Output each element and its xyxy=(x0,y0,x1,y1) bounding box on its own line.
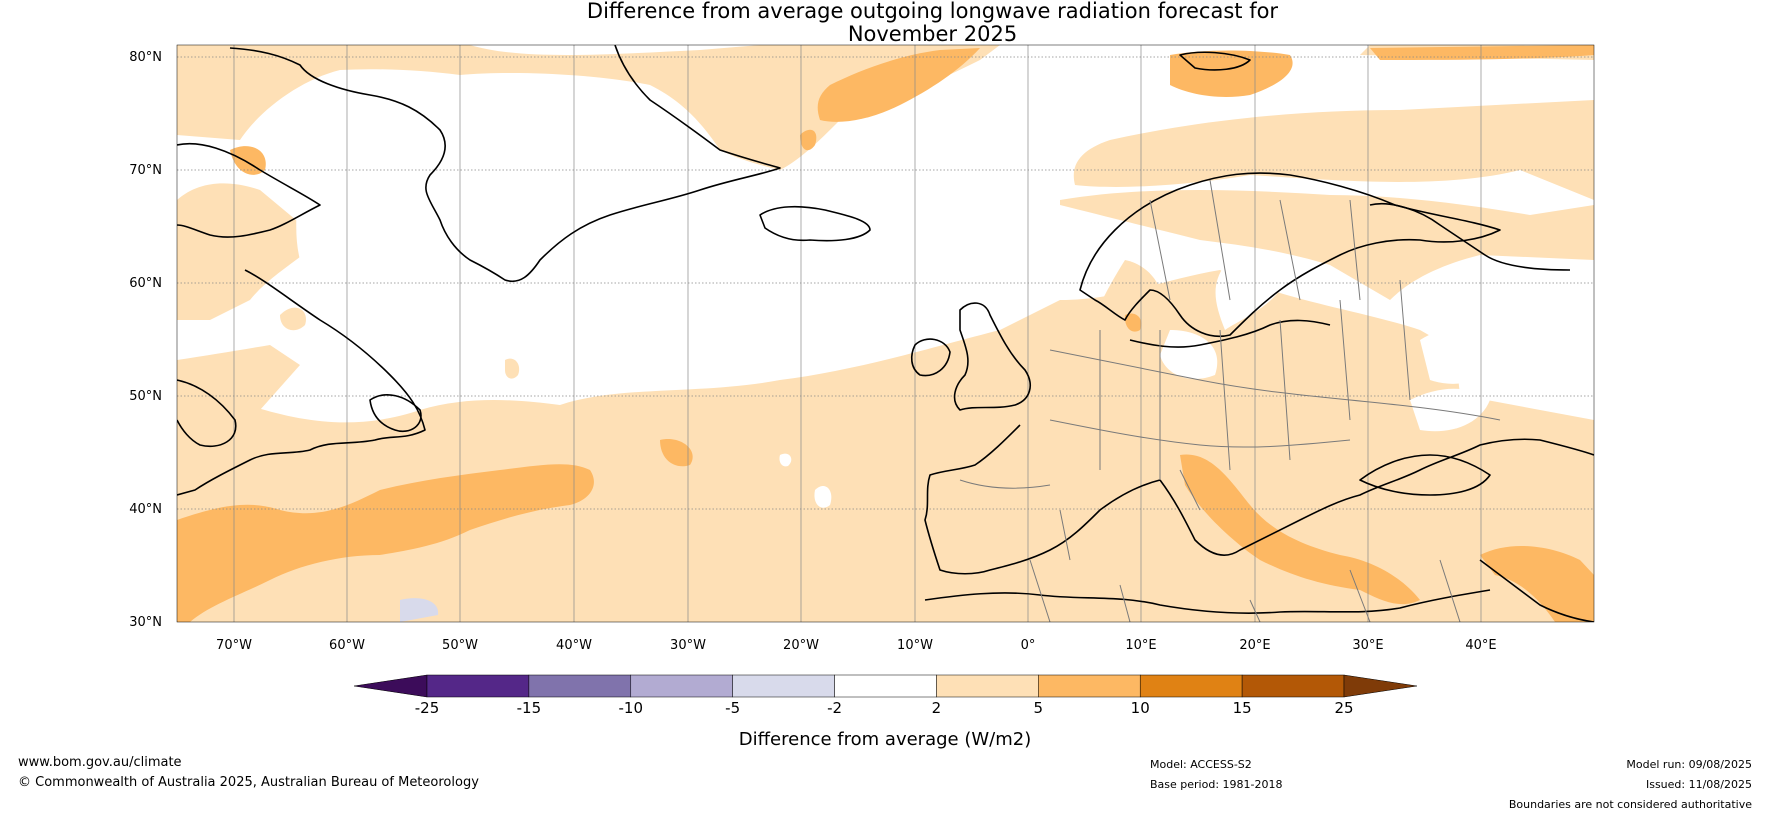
colorbar-tick-label: 10 xyxy=(1131,699,1150,717)
copyright-credit: © Commonwealth of Australia 2025, Austra… xyxy=(18,775,479,790)
black-sea-coast xyxy=(1359,454,1491,496)
latitude-labels: 80°N 70°N 60°N 50°N 40°N 30°N xyxy=(129,50,162,630)
lon-label-20w: 20°W xyxy=(783,638,819,653)
iceland-coast xyxy=(759,205,871,242)
mediterranean-south-coast xyxy=(924,589,1491,614)
colorbar-tick-label: -25 xyxy=(415,699,440,717)
colorbar-tick-label: 25 xyxy=(1334,699,1353,717)
hudson-coast xyxy=(177,379,237,447)
lat-label-40n: 40°N xyxy=(129,502,162,517)
map-frame xyxy=(176,44,1595,623)
lon-label-10w: 10°W xyxy=(897,638,933,653)
colorbar-bin xyxy=(426,674,530,698)
base-period: Base period: 1981-2018 xyxy=(1150,778,1283,791)
colorbar-tick-label: -2 xyxy=(827,699,842,717)
colorbar-bin xyxy=(1038,674,1141,698)
website-credit: www.bom.gov.au/climate xyxy=(18,755,182,770)
title-line-1: Difference from average outgoing longwav… xyxy=(586,0,1279,23)
meridians xyxy=(233,45,1482,622)
anomaly-fill-2-5 xyxy=(177,45,1594,622)
title-line-2: November 2025 xyxy=(847,22,1018,46)
lat-label-30n: 30°N xyxy=(129,615,162,630)
lon-label-50w: 50°W xyxy=(442,638,478,653)
lon-label-10e: 10°E xyxy=(1125,638,1156,653)
colorbar-tick-label: 5 xyxy=(1034,699,1044,717)
lat-label-50n: 50°N xyxy=(129,389,162,404)
model-run-date: Model run: 09/08/2025 xyxy=(1626,758,1752,771)
baffin-coast xyxy=(177,142,321,238)
lon-label-30e: 30°E xyxy=(1352,638,1383,653)
labrador-coast xyxy=(177,269,426,496)
lon-label-60w: 60°W xyxy=(329,638,365,653)
lon-label-40w: 40°W xyxy=(556,638,592,653)
colorbar-extend-high xyxy=(1343,674,1418,698)
british-isles-coast xyxy=(953,302,1031,411)
country-borders xyxy=(959,179,1501,622)
colorbar-tick-label: -10 xyxy=(619,699,644,717)
colorbar-extend-low xyxy=(353,674,428,698)
scandinavia-coast xyxy=(1079,172,1501,337)
colorbar-tick-label: -5 xyxy=(725,699,740,717)
lon-label-40e: 40°E xyxy=(1465,638,1496,653)
colorbar: -25 -15 -10 -5 -2 2 5 10 15 25 Difference from av… xyxy=(353,674,1418,750)
europe-west-coast xyxy=(924,424,1594,575)
colorbar-bin xyxy=(1241,674,1345,698)
colorbar-bin xyxy=(1139,674,1243,698)
greenland-coast xyxy=(229,45,781,282)
colorbar-bin xyxy=(834,674,937,698)
issued-date: Issued: 11/08/2025 xyxy=(1645,778,1752,791)
lon-label-30w: 30°W xyxy=(670,638,706,653)
colorbar-bin xyxy=(936,674,1039,698)
colorbar-tick-label: -15 xyxy=(517,699,542,717)
colorbar-tick-labels: -25 -15 -10 -5 -2 2 5 10 15 25 xyxy=(415,699,1354,717)
colorbar-title: Difference from average (W/m2) xyxy=(739,729,1031,750)
longitude-labels: 70°W 60°W 50°W 40°W 30°W 20°W 10°W 0° 10… xyxy=(216,638,1497,653)
newfoundland-coast xyxy=(369,394,422,432)
lat-label-60n: 60°N xyxy=(129,276,162,291)
colorbar-bin xyxy=(630,674,733,698)
ireland-coast xyxy=(910,338,951,377)
svalbard-coast xyxy=(1179,51,1251,71)
model-name: Model: ACCESS-S2 xyxy=(1150,758,1252,771)
map-title: Difference from average outgoing longwav… xyxy=(0,0,1770,46)
colorbar-bin xyxy=(732,674,835,698)
map-panel xyxy=(177,45,1594,622)
colorbar-bins xyxy=(426,674,1345,698)
lon-label-70w: 70°W xyxy=(216,638,252,653)
lon-label-20e: 20°E xyxy=(1239,638,1270,653)
boundaries-disclaimer: Boundaries are not considered authoritat… xyxy=(1508,798,1752,811)
lon-label-0: 0° xyxy=(1021,638,1036,653)
colorbar-bin xyxy=(528,674,632,698)
coastlines xyxy=(177,45,1594,622)
colorbar-tick-label: 2 xyxy=(932,699,942,717)
lat-label-80n: 80°N xyxy=(129,50,162,65)
graticule xyxy=(177,45,1594,622)
novaya-zemlya-coast xyxy=(1369,202,1571,271)
anomaly-fill-5-10 xyxy=(177,45,1594,622)
baltic-coast xyxy=(1129,319,1331,348)
lat-label-70n: 70°N xyxy=(129,163,162,178)
arabia-coast xyxy=(1479,559,1594,622)
colorbar-tick-label: 15 xyxy=(1233,699,1252,717)
